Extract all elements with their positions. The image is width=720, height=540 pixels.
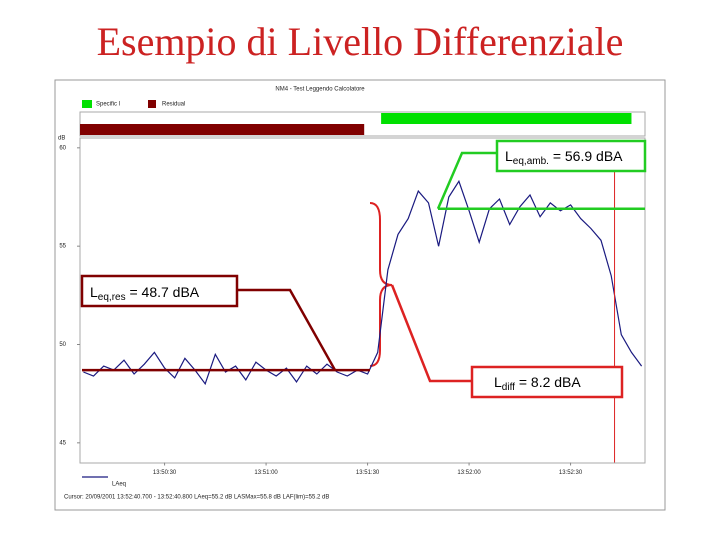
footer: Cursor: 20/09/2001 13:52:40.700 - 13:52:… (64, 495, 329, 501)
period-bar (80, 124, 365, 135)
connector (436, 151, 497, 210)
ann-subscript: eq,amb. (513, 156, 549, 167)
x-tick-label: 13:51:30 (356, 470, 380, 476)
ann-label: Leq,res = 48.7 dBA (90, 284, 200, 303)
legend-swatch (82, 100, 92, 108)
y-tick-label: 45 (59, 440, 66, 446)
chart-title: NM4 - Test Leggendo Calcolatore (275, 87, 365, 93)
x-tick-label: 13:52:00 (457, 470, 481, 476)
ann-symbol: L (90, 284, 98, 300)
connector (390, 284, 472, 383)
y-tick-label: 50 (59, 342, 66, 348)
slide-title: Esempio di Livello Differenziale (97, 19, 624, 64)
legend-swatch (148, 100, 156, 108)
x-tick-label: 13:50:30 (153, 470, 177, 476)
ann-text: = 8.2 dBA (515, 374, 581, 390)
period-bar (381, 113, 632, 124)
ann-box (470, 365, 624, 399)
ann-box (80, 274, 239, 308)
connector (237, 288, 337, 371)
ann-text: = 48.7 dBA (126, 284, 200, 300)
ann-label: Leq,amb. = 56.9 dBA (505, 148, 623, 167)
legend-label: LAeq (112, 482, 126, 488)
x-tick-label: 13:52:30 (559, 470, 583, 476)
ann-box (495, 139, 647, 173)
ann-subscript: diff (502, 382, 515, 393)
plot-frame (79, 137, 646, 464)
legend-label: Residual (162, 102, 185, 108)
y-tick-label: 55 (59, 244, 66, 250)
ann-symbol: L (505, 148, 513, 164)
ann-subscript: eq,res (98, 292, 126, 303)
y-tick-label: 60 (59, 145, 66, 151)
ann-symbol: L (494, 374, 502, 390)
ann-text: = 56.9 dBA (549, 148, 623, 164)
legend-label: Specific l (96, 102, 120, 108)
ann-label: Ldiff = 8.2 dBA (494, 374, 581, 393)
y-unit: dB (58, 136, 65, 142)
x-tick-label: 13:51:00 (254, 470, 278, 476)
series-line (83, 179, 643, 386)
